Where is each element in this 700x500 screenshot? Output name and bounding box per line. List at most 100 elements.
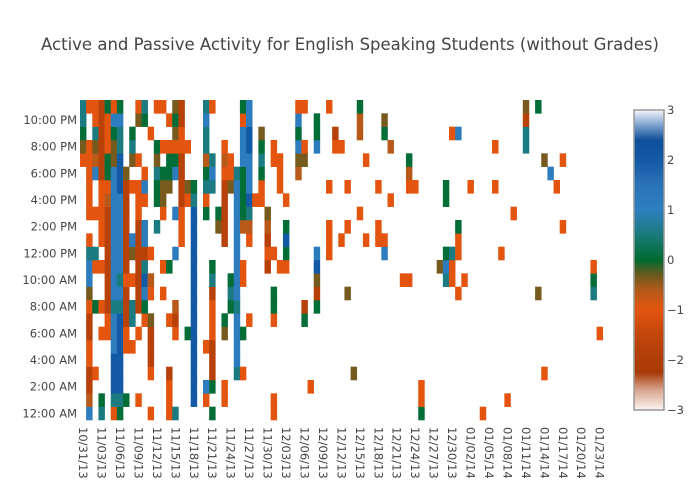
heatmap-cell: [141, 286, 148, 301]
heatmap-cell: [110, 340, 118, 354]
heatmap-cell: [104, 313, 112, 327]
heatmap-cell: [190, 273, 198, 287]
heatmap-cell: [559, 220, 567, 234]
heatmap-cell: [116, 353, 124, 367]
heatmap-cell: [203, 100, 210, 114]
heatmap-cell: [270, 140, 278, 154]
heatmap-cell: [221, 220, 228, 234]
heatmap-cell: [270, 286, 278, 301]
heatmap-cell: [86, 406, 93, 421]
heatmap-cell: [227, 180, 235, 194]
y-tick-label: 12:00 AM: [22, 406, 77, 420]
heatmap-cell: [449, 260, 456, 274]
heatmap-cell: [135, 180, 142, 194]
heatmap-cell: [184, 193, 191, 207]
heatmap-cell: [123, 180, 130, 194]
heatmap-cell: [449, 126, 456, 141]
heatmap-cell: [159, 166, 167, 181]
heatmap-cell: [153, 193, 161, 207]
heatmap-cell: [129, 153, 136, 167]
heatmap-cell: [295, 166, 302, 181]
heatmap-cell: [467, 180, 474, 194]
heatmap-cell: [326, 220, 333, 234]
heatmap-cell: [184, 326, 191, 341]
y-tick-label: 10:00 AM: [22, 273, 77, 287]
heatmap-cell: [147, 353, 155, 367]
heatmap-cell: [295, 153, 302, 167]
chart-title: Active and Passive Activity for English …: [41, 35, 659, 54]
heatmap-cell: [123, 166, 130, 181]
heatmap-cell: [590, 273, 597, 287]
heatmap-cell: [264, 206, 271, 221]
heatmap-cell: [86, 300, 93, 314]
heatmap-cell: [86, 140, 93, 154]
heatmap-cell: [123, 260, 130, 274]
heatmap-cell: [129, 233, 136, 247]
x-tick-label: 11/09/13: [131, 427, 145, 479]
heatmap-cell: [135, 206, 142, 221]
heatmap-cell: [387, 193, 394, 207]
heatmap-cell: [92, 366, 99, 381]
heatmap-cell: [233, 313, 241, 327]
x-tick-label: 01/02/14: [464, 427, 478, 479]
heatmap-cell: [344, 180, 351, 194]
heatmap-cell: [405, 273, 413, 287]
heatmap-cell: [110, 166, 118, 181]
heatmap-cell: [147, 326, 155, 341]
heatmap-cell: [135, 100, 142, 114]
heatmap-cell: [190, 393, 198, 407]
heatmap-cell: [258, 166, 265, 181]
heatmap-cell: [246, 166, 253, 181]
heatmap-cell: [209, 300, 216, 314]
heatmap-cell: [123, 313, 130, 327]
heatmap-cell: [239, 273, 247, 287]
heatmap-cell: [239, 180, 247, 194]
heatmap-cell: [110, 233, 118, 247]
heatmap-cell: [92, 126, 99, 141]
heatmap-cell: [233, 206, 241, 221]
heatmap-cell: [522, 100, 530, 114]
heatmap-cell: [239, 140, 247, 154]
heatmap-cell: [492, 140, 499, 154]
heatmap-cell: [172, 246, 179, 261]
heatmap-cell: [270, 406, 278, 421]
heatmap-cell: [104, 100, 112, 114]
heatmap-cell: [110, 100, 118, 114]
heatmap-cell: [301, 140, 308, 154]
heatmap-cell: [86, 260, 93, 274]
heatmap-cell: [153, 140, 161, 154]
x-tick-label: 01/23/14: [593, 427, 607, 479]
heatmap-cell: [166, 180, 173, 194]
heatmap-cell: [166, 260, 173, 274]
heatmap-cell: [116, 206, 124, 221]
heatmap-cell: [178, 113, 185, 127]
colorbar-gradient: [633, 109, 665, 411]
heatmap-cell: [221, 380, 228, 394]
heatmap-cell: [239, 366, 247, 381]
heatmap-cell: [221, 193, 228, 207]
y-tick-label: 2:00 AM: [30, 380, 77, 394]
heatmap-cell: [295, 126, 302, 141]
heatmap-cell: [110, 153, 118, 167]
heatmap-cell: [221, 326, 228, 341]
heatmap-cell: [295, 100, 302, 114]
heatmap-cell: [116, 393, 124, 407]
heatmap-cell: [338, 233, 345, 247]
heatmap-cell: [135, 273, 142, 287]
heatmap-cell: [159, 100, 167, 114]
heatmap-cell: [98, 193, 105, 207]
heatmap-cell: [203, 140, 210, 154]
heatmap-cell: [559, 153, 567, 167]
heatmap-cell: [381, 233, 388, 247]
heatmap-cell: [129, 273, 136, 287]
heatmap-cell: [553, 180, 560, 194]
heatmap-cell: [221, 313, 228, 327]
heatmap-cell: [405, 180, 413, 194]
heatmap-cell: [356, 113, 364, 127]
heatmap-cell: [246, 220, 253, 234]
colorbar-tick-label: −3: [667, 403, 684, 417]
heatmap-cell: [116, 366, 124, 381]
heatmap-cell: [332, 126, 339, 141]
heatmap-cell: [92, 246, 99, 261]
heatmap-cell: [116, 233, 124, 247]
